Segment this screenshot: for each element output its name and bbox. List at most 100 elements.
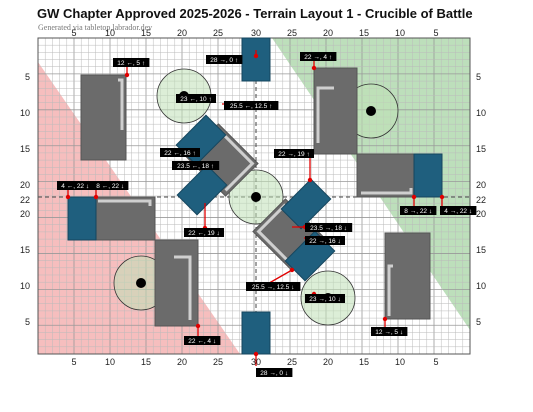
measurement-dot [311, 65, 317, 71]
measurement-label: 25.5 →, 12.5 ↓ [246, 282, 301, 291]
ruin-left-middle [94, 196, 156, 241]
container-left [67, 196, 97, 241]
measurement-label: 22 ←, 16 ↑ [160, 148, 200, 157]
measurement-dot [307, 177, 313, 183]
axis-tick-label: 20 [323, 28, 333, 38]
measurement-label: 22 ←, 19 ↓ [184, 228, 224, 237]
measurement-label-text: 28 →, 0 ↑ [210, 57, 238, 64]
measurement-label: 28 →, 0 ↑ [206, 55, 243, 64]
measurement-label-text: 4 →, 22 ↓ [444, 208, 472, 215]
ruin-bottom-left [154, 239, 199, 327]
measurement-label-text: 22 ←, 19 ↓ [188, 230, 219, 237]
measurement-label-text: 4 ←, 22 ↓ [61, 183, 89, 190]
axis-tick-label: 25 [287, 28, 297, 38]
measurement-label-text: 8 →, 22 ↓ [404, 208, 432, 215]
axis-tick-label: 15 [141, 28, 151, 38]
axis-tick-label: 20 [476, 180, 486, 190]
page-title: GW Chapter Approved 2025-2026 - Terrain … [37, 6, 473, 21]
axis-tick-label: 10 [105, 28, 115, 38]
measurement-dot [253, 351, 259, 357]
axis-tick-label: 10 [476, 108, 486, 118]
containers [67, 37, 443, 355]
axis-tick-label: 20 [177, 357, 187, 367]
ruin-top-left [80, 74, 127, 161]
measurement-dot [65, 194, 71, 200]
page-subtitle: Generated via tabletop.labrador.dev [38, 23, 153, 32]
axis-tick-label: 20 [177, 28, 187, 38]
measurement-label: 23.5 ←, 18 ↑ [172, 161, 220, 170]
measurement-label: 22 →, 4 ↑ [300, 52, 337, 61]
axis-tick-label: 10 [20, 108, 30, 118]
axis-tick-label: 30 [251, 28, 261, 38]
measurement-label-text: 22 →, 19 ↑ [278, 151, 309, 158]
measurement-label: 12 →, 5 ↓ [371, 327, 408, 336]
axis-tick-label: 5 [476, 72, 481, 82]
measurement-dot [411, 194, 417, 200]
axis-tick-label: 15 [476, 245, 486, 255]
axis-tick-label: 15 [476, 144, 486, 154]
measurement-label: 22 ←, 4 ↓ [184, 336, 221, 345]
axis-tick-label: 15 [20, 144, 30, 154]
measurement-dot [253, 53, 259, 59]
measurement-dot [195, 323, 201, 329]
container-center-left-diag [176, 164, 228, 216]
axis-tick-label: 22 [20, 195, 30, 205]
measurement-dot [382, 316, 388, 322]
measurement-label: 8 ←, 22 ↓ [92, 181, 129, 190]
measurement-label-text: 23 ←, 10 ↑ [180, 96, 211, 103]
container-center-right-diag [280, 178, 332, 230]
measurement-label: 4 →, 22 ↓ [440, 206, 477, 215]
axis-tick-label: 15 [20, 245, 30, 255]
axis-tick-label: 5 [71, 357, 76, 367]
axis-tick-label: 10 [476, 281, 486, 291]
axis-tick-label: 25 [287, 357, 297, 367]
axis-tick-label: 20 [20, 209, 30, 219]
measurement-label: 22 →, 16 ↓ [305, 236, 345, 245]
measurement-label: 23 ←, 10 ↑ [176, 94, 216, 103]
measurement-label: 23 →, 10 ↓ [305, 294, 345, 303]
measurement-label-text: 12 ←, 5 ↑ [117, 60, 145, 67]
axis-tick-label: 5 [25, 317, 30, 327]
measurement-label: 28 →, 0 ↓ [256, 368, 293, 377]
axis-tick-label: 22 [476, 195, 486, 205]
measurement-label-text: 22 ←, 4 ↓ [188, 338, 216, 345]
ruin-top-right [313, 67, 358, 155]
measurement-label-text: 23.5 ←, 18 ↑ [177, 163, 214, 170]
axis-tick-label: 5 [476, 317, 481, 327]
measurement-label-text: 23.5 →, 18 ↓ [310, 225, 347, 232]
measurement-label-text: 8 ←, 22 ↓ [96, 183, 124, 190]
measurement-label: 4 ←, 22 ↓ [57, 181, 94, 190]
measurement-dot [93, 194, 99, 200]
measurement-dot [439, 194, 445, 200]
measurement-labels: 12 ←, 5 ↑ 28 →, 0 ↑ 22 →, 4 ↑ 23 ←, 10 ↑ 25.… [57, 52, 477, 377]
axis-tick-label: 15 [359, 28, 369, 38]
axis-tick-label: 10 [20, 281, 30, 291]
axis-tick-label: 20 [20, 180, 30, 190]
measurement-label-text: 25.5 →, 12.5 ↓ [252, 284, 294, 291]
axis-tick-label: 25 [213, 357, 223, 367]
measurement-label-text: 28 →, 0 ↓ [260, 370, 288, 377]
measurement-label-text: 12 →, 5 ↓ [375, 329, 403, 336]
container-bottom [241, 311, 271, 355]
ruin-right-middle [356, 153, 416, 198]
measurement-label: 23.5 →, 18 ↓ [305, 223, 353, 232]
container-top [241, 37, 271, 82]
axis-tick-label: 5 [433, 357, 438, 367]
measurement-label: 12 ←, 5 ↑ [113, 58, 150, 67]
axis-tick-label: 10 [105, 357, 115, 367]
axis-tick-label: 10 [395, 28, 405, 38]
axis-tick-label: 20 [476, 209, 486, 219]
axis-tick-label: 5 [71, 28, 76, 38]
measurement-dot [289, 267, 295, 273]
axis-tick-label: 10 [395, 357, 405, 367]
measurement-dot [124, 72, 130, 78]
measurement-label-text: 25.5 ←, 12.5 ↑ [230, 103, 272, 110]
measurement-label: 8 →, 22 ↓ [400, 206, 437, 215]
axis-tick-label: 30 [251, 357, 261, 367]
axis-tick-label: 25 [213, 28, 223, 38]
measurement-label-text: 22 →, 4 ↑ [304, 54, 332, 61]
measurement-label-text: 23 →, 10 ↓ [309, 296, 340, 303]
ruin-bottom-right [384, 232, 431, 320]
axis-labels: 5 5 10 10 15 15 20 20 25 25 30 30 25 25 20 20 15 15 10 10 5 5… [20, 28, 486, 367]
